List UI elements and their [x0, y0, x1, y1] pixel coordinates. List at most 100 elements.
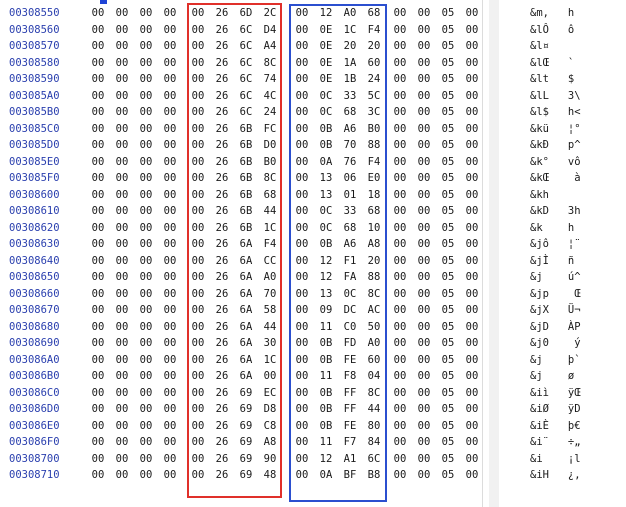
hex-byte[interactable]: 00: [417, 419, 431, 432]
hex-byte[interactable]: 0E: [319, 23, 333, 36]
hex-byte[interactable]: 00: [295, 139, 309, 151]
hex-byte[interactable]: 00: [393, 304, 407, 316]
hex-byte[interactable]: 05: [441, 7, 455, 19]
hex-byte[interactable]: 00: [163, 419, 177, 432]
hex-byte[interactable]: 3C: [367, 106, 381, 118]
hex-byte[interactable]: 6A: [239, 320, 253, 333]
hex-byte[interactable]: 00: [91, 221, 105, 234]
hex-byte[interactable]: 00: [115, 337, 129, 349]
hex-byte[interactable]: 00: [417, 452, 431, 465]
hex-byte[interactable]: 00: [465, 23, 479, 36]
hex-byte[interactable]: 00: [417, 353, 431, 366]
hex-byte[interactable]: 00: [163, 155, 177, 168]
hex-byte[interactable]: 26: [215, 56, 229, 69]
hex-byte[interactable]: 05: [441, 287, 455, 300]
hex-byte[interactable]: 00: [139, 469, 153, 481]
hex-byte[interactable]: 88: [367, 139, 381, 151]
hex-byte[interactable]: 00: [393, 386, 407, 399]
hex-byte[interactable]: 05: [441, 271, 455, 283]
hex-byte[interactable]: 26: [215, 320, 229, 333]
hex-byte[interactable]: 00: [91, 172, 105, 184]
hex-byte[interactable]: 00: [115, 7, 129, 19]
ascii-row[interactable]: &kD 3h: [530, 205, 581, 217]
hex-byte[interactable]: 00: [295, 221, 309, 234]
hex-byte[interactable]: 6B: [239, 172, 253, 184]
ascii-row[interactable]: &iÈ þ€: [530, 419, 581, 432]
hex-byte[interactable]: 00: [465, 89, 479, 102]
hex-byte[interactable]: 00: [163, 7, 177, 19]
hex-byte[interactable]: 00: [139, 56, 153, 69]
hex-byte[interactable]: A0: [263, 271, 277, 283]
hex-byte[interactable]: 00: [139, 122, 153, 135]
hex-byte[interactable]: 00: [393, 188, 407, 201]
ascii-row[interactable]: &k h: [530, 221, 575, 234]
hex-byte[interactable]: 4C: [263, 89, 277, 102]
hex-byte[interactable]: 00: [465, 205, 479, 217]
hex-byte[interactable]: 05: [441, 469, 455, 481]
hex-byte[interactable]: 01: [343, 188, 357, 201]
ascii-row[interactable]: &lL 3\: [530, 89, 581, 102]
hex-byte[interactable]: 00: [191, 403, 205, 415]
hex-byte[interactable]: 00: [91, 155, 105, 168]
ascii-row[interactable]: &kh: [530, 188, 549, 201]
hex-byte[interactable]: 04: [367, 370, 381, 382]
hex-byte[interactable]: 00: [417, 287, 431, 300]
hex-byte[interactable]: 00: [465, 221, 479, 234]
hex-byte[interactable]: 68: [263, 188, 277, 201]
hex-byte[interactable]: 00: [91, 353, 105, 366]
hex-byte[interactable]: 00: [191, 254, 205, 267]
hex-byte[interactable]: 00: [139, 188, 153, 201]
hex-byte[interactable]: 00: [115, 73, 129, 85]
hex-byte[interactable]: 44: [263, 320, 277, 333]
hex-byte[interactable]: 00: [163, 386, 177, 399]
hex-byte[interactable]: 00: [163, 205, 177, 217]
hex-byte[interactable]: 26: [215, 353, 229, 366]
hex-byte[interactable]: 00: [91, 139, 105, 151]
hex-byte[interactable]: A8: [367, 238, 381, 250]
hex-byte[interactable]: 6A: [239, 337, 253, 349]
hex-byte[interactable]: 00: [191, 353, 205, 366]
hex-byte[interactable]: 5C: [367, 89, 381, 102]
hex-byte[interactable]: 00: [465, 419, 479, 432]
hex-byte[interactable]: 00: [91, 386, 105, 399]
hex-byte[interactable]: 00: [191, 155, 205, 168]
hex-byte[interactable]: 8C: [263, 56, 277, 69]
hex-byte[interactable]: 00: [393, 23, 407, 36]
hex-byte[interactable]: 00: [393, 320, 407, 333]
hex-byte[interactable]: 00: [295, 172, 309, 184]
hex-byte[interactable]: 00: [465, 386, 479, 399]
hex-byte[interactable]: F4: [367, 155, 381, 168]
hex-byte[interactable]: 6C: [239, 23, 253, 36]
hex-byte[interactable]: F7: [343, 436, 357, 448]
hex-byte[interactable]: 0C: [319, 205, 333, 217]
hex-byte[interactable]: 6A: [239, 271, 253, 283]
hex-byte[interactable]: 00: [163, 106, 177, 118]
hex-byte[interactable]: 00: [465, 320, 479, 333]
hex-byte[interactable]: 13: [319, 287, 333, 300]
hex-byte[interactable]: 00: [191, 205, 205, 217]
hex-byte[interactable]: 00: [295, 469, 309, 481]
hex-byte[interactable]: 24: [263, 106, 277, 118]
hex-byte[interactable]: 20: [367, 40, 381, 52]
hex-byte[interactable]: 00: [465, 254, 479, 267]
hex-byte[interactable]: 00: [295, 271, 309, 283]
ascii-row[interactable]: &i¨ ÷„: [530, 436, 581, 448]
hex-byte[interactable]: 00: [191, 73, 205, 85]
hex-byte[interactable]: 00: [115, 56, 129, 69]
hex-byte[interactable]: 00: [139, 155, 153, 168]
hex-byte[interactable]: 6B: [239, 155, 253, 168]
hex-byte[interactable]: 11: [319, 370, 333, 382]
hex-byte[interactable]: 0B: [319, 337, 333, 349]
hex-byte[interactable]: 00: [163, 436, 177, 448]
hex-byte[interactable]: 00: [465, 304, 479, 316]
hex-byte[interactable]: 26: [215, 106, 229, 118]
hex-byte[interactable]: 33: [343, 205, 357, 217]
hex-byte[interactable]: 00: [465, 469, 479, 481]
ascii-row[interactable]: &jô ¦¨: [530, 238, 581, 250]
ascii-row[interactable]: &l¤: [530, 40, 549, 52]
hex-byte[interactable]: 00: [163, 172, 177, 184]
hex-byte[interactable]: 1A: [343, 56, 357, 69]
hex-byte[interactable]: 88: [367, 271, 381, 283]
hex-byte[interactable]: 00: [115, 304, 129, 316]
hex-byte[interactable]: F8: [343, 370, 357, 382]
